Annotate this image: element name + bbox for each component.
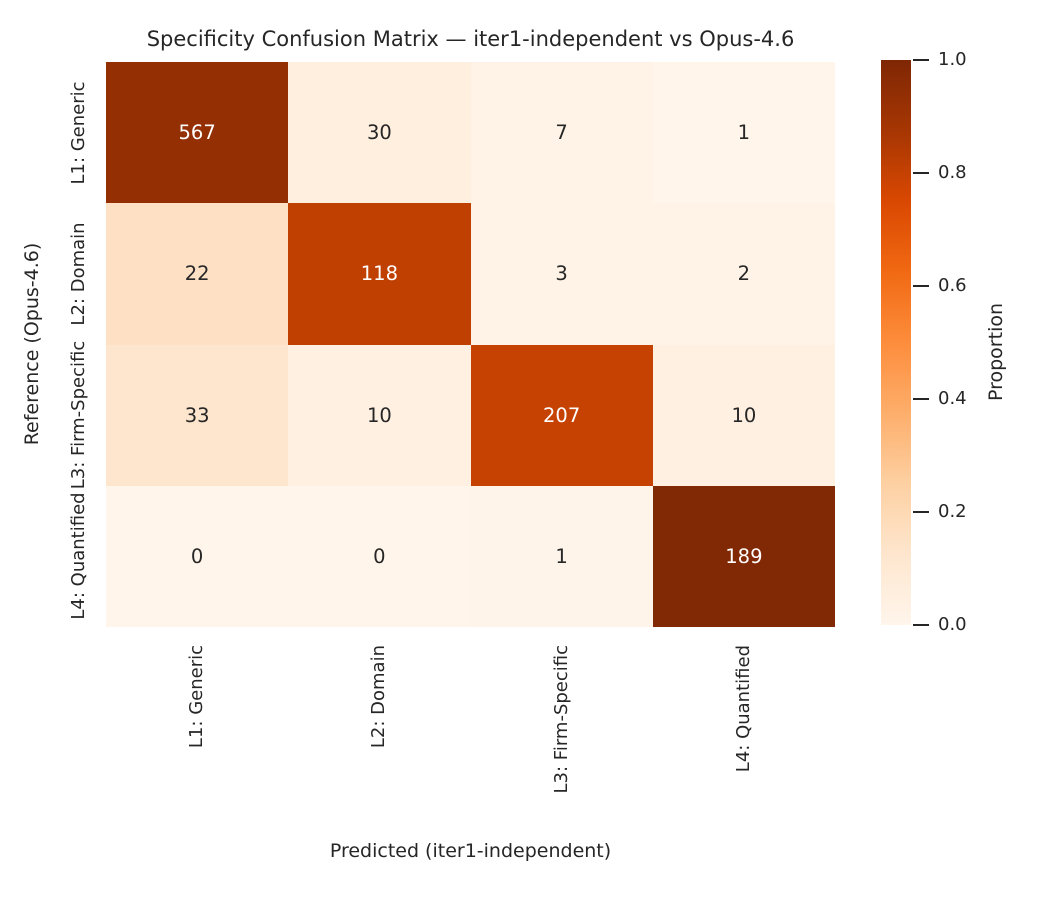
y-tick-label: L2: Domain (68, 222, 89, 326)
heatmap-cell: 0 (288, 485, 471, 627)
heatmap-cell: 1 (652, 62, 835, 204)
heatmap-cell: 3 (470, 203, 653, 345)
colorbar-tick-label: 0.2 (938, 501, 967, 522)
heatmap-cell: 189 (652, 485, 835, 627)
x-tick-label: L1: Generic (186, 645, 208, 749)
heatmap-cell: 0 (106, 485, 289, 627)
cell-value: 189 (725, 544, 763, 568)
cell-value: 1 (737, 121, 751, 145)
cell-value: 567 (178, 121, 216, 145)
heatmap-cell: 207 (470, 344, 653, 486)
cell-value: 3 (555, 262, 568, 286)
colorbar-tick (913, 510, 929, 514)
heatmap-cell: 567 (106, 62, 289, 204)
y-axis-label: Reference (Opus-4.6) (21, 242, 43, 446)
cell-value: 30 (366, 121, 392, 145)
y-tick-label: L3: Firm-Specific (68, 340, 89, 490)
colorbar-tick-label: 1.0 (938, 49, 967, 70)
colorbar-tick (913, 284, 929, 288)
heatmap-cell: 2 (652, 203, 835, 345)
heatmap-cell: 10 (652, 344, 835, 486)
cell-value: 22 (184, 262, 210, 286)
heatmap-cell: 1 (470, 485, 653, 627)
heatmap: 567 30 7 1 22 118 3 2 33 10 207 10 0 0 1 189 (106, 62, 835, 627)
cell-value: 10 (731, 403, 757, 427)
heatmap-cell: 10 (288, 344, 471, 486)
heatmap-cell: 33 (106, 344, 289, 486)
colorbar-tick-label: 0.0 (938, 614, 967, 635)
heatmap-cell: 22 (106, 203, 289, 345)
cell-value: 0 (373, 544, 386, 568)
heatmap-cell: 118 (288, 203, 471, 345)
heatmap-cell: 7 (470, 62, 653, 204)
x-tick-label: L2: Domain (368, 645, 390, 749)
cell-value: 207 (543, 403, 581, 427)
colorbar-tick (913, 58, 929, 62)
cell-value: 33 (184, 403, 210, 427)
y-tick-label: L4: Quantified (68, 492, 89, 620)
x-tick-label: L4: Quantified (732, 645, 754, 773)
colorbar-tick (913, 397, 929, 401)
cell-value: 2 (737, 262, 751, 286)
cell-value: 0 (190, 544, 204, 568)
cell-value: 118 (360, 262, 398, 286)
colorbar-tick-label: 0.6 (938, 275, 967, 296)
cell-value: 7 (555, 121, 568, 145)
colorbar-tick-label: 0.8 (938, 162, 967, 183)
chart-title: Specificity Confusion Matrix — iter1-ind… (146, 27, 795, 51)
colorbar-label: Proportion (985, 302, 1007, 402)
x-tick-label: L3: Firm-Specific (550, 645, 572, 794)
colorbar-tick (913, 171, 929, 175)
colorbar-tick-label: 0.4 (938, 388, 967, 409)
heatmap-cell: 30 (288, 62, 471, 204)
cell-value: 1 (555, 544, 568, 568)
cell-value: 10 (366, 403, 392, 427)
y-tick-label: L1: Generic (68, 81, 89, 185)
colorbar-tick (913, 623, 929, 627)
x-axis-label: Predicted (iter1-independent) (329, 840, 612, 862)
colorbar (881, 60, 911, 625)
